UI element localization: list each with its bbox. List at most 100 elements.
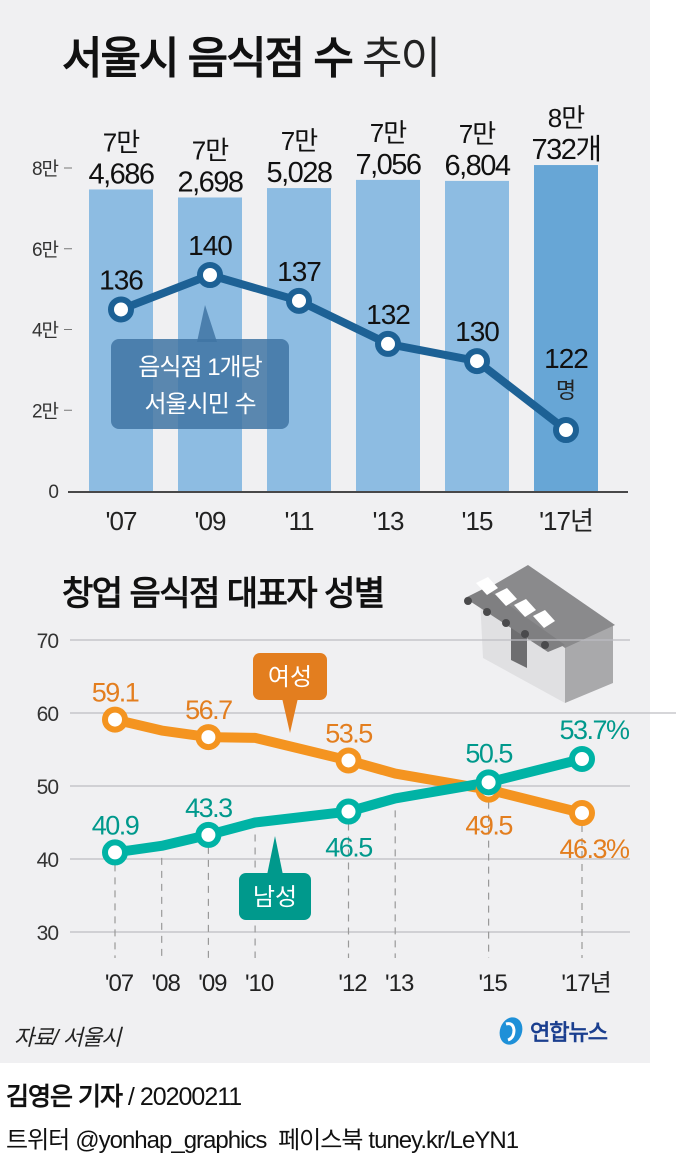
x-tick-label: '13 — [373, 506, 404, 536]
yonhap-logo: 연합뉴스 — [496, 1015, 608, 1047]
series-point-male — [335, 798, 362, 825]
y-tick-label: 60 — [37, 703, 59, 726]
annotation-box — [111, 339, 289, 429]
x-tick-label: '07 — [105, 970, 134, 997]
bar-value-label-line2: 2,698 — [177, 166, 242, 198]
x-tick-label: '08 — [152, 970, 181, 997]
series-value-label: 50.5 — [465, 738, 512, 768]
bar-chart: 02만4만6만8만7만4,686'077만2,698'097만5,028'117… — [32, 103, 628, 536]
series-point-female — [102, 706, 128, 733]
x-tick-label: '15 — [462, 506, 493, 536]
reporter-name: 김영은 기자 — [6, 1083, 123, 1111]
y-tick-label: 4만 — [32, 320, 59, 342]
chart2-title: 창업 음식점 대표자 성별 — [62, 575, 385, 613]
credit-line: 김영은 기자 / 20200211 — [6, 1077, 242, 1113]
overlay-line-point — [553, 417, 579, 443]
facebook-link[interactable]: tuney.kr/LeYN1 — [368, 1127, 519, 1154]
overlay-value-label: 137 — [277, 256, 321, 287]
overlay-value-label: 136 — [99, 264, 143, 295]
bar-value-label-line2: 4,686 — [88, 158, 153, 190]
overlay-unit-label: 명 — [556, 378, 576, 403]
x-tick-label: '11 — [285, 506, 314, 536]
male-callout-box — [239, 873, 311, 920]
bar — [445, 180, 509, 491]
overlay-line-path — [119, 271, 569, 434]
overlay-value-label: 122 — [544, 343, 588, 374]
bar-value-label-line1: 8만 — [548, 103, 584, 133]
credit-separator: / — [127, 1083, 135, 1111]
series-value-label: 43.3 — [185, 793, 232, 823]
bar-value-label-line1: 7만 — [459, 119, 495, 149]
bar-value-label-line2: 7,056 — [355, 149, 420, 181]
y-tick-label: 50 — [37, 776, 59, 799]
annotation-line2: 서울시민 수 — [144, 391, 255, 418]
y-tick-label: 40 — [37, 849, 59, 872]
series-point-male — [569, 745, 595, 772]
series-value-label: 46.3% — [559, 834, 630, 864]
female-callout-label: 여성 — [268, 664, 312, 691]
series-value-label: 56.7 — [185, 695, 232, 725]
twitter-handle[interactable]: @yonhap_graphics — [75, 1127, 267, 1154]
x-tick-label: '13 — [385, 970, 414, 997]
overlay-line-point — [286, 287, 312, 314]
facebook-label: 페이스북 — [278, 1127, 363, 1154]
series-point-male — [195, 821, 222, 848]
chart1-title-bold: 서울시 음식점 수 — [62, 34, 354, 83]
y-tick-label: 2만 — [32, 400, 59, 422]
overlay-line-point — [464, 348, 490, 375]
series-point-female — [569, 800, 595, 827]
overlay-value-label: 130 — [455, 316, 499, 347]
bar-value-label-line1: 7만 — [192, 135, 228, 165]
x-tick-label: '17년 — [539, 506, 593, 536]
overlay-line-point — [108, 296, 134, 323]
overlay-line-point — [197, 262, 223, 288]
series-point-male — [475, 769, 502, 796]
y-tick-label: 30 — [37, 922, 59, 945]
bar-value-label-line1: 7만 — [281, 126, 317, 156]
series-value-label: 53.5 — [325, 718, 372, 748]
x-tick-label: '15 — [478, 970, 507, 997]
female-callout-pointer — [282, 698, 298, 733]
y-tick-label: 8만 — [32, 158, 59, 180]
publish-date: 20200211 — [139, 1083, 242, 1111]
series-point-male — [102, 839, 128, 866]
series-value-label: 59.1 — [92, 678, 139, 708]
x-tick-label: '17년 — [561, 970, 610, 997]
series-value-label: 49.5 — [465, 811, 512, 841]
line-chart: 30 40 50 60 70 '07 '08 '09 '10 '12 '13 '15 '17년 59.1 5… — [37, 630, 676, 997]
x-tick-label: '12 — [338, 970, 367, 997]
overlay-value-label: 140 — [188, 230, 232, 261]
bar-value-label-line1: 7만 — [103, 127, 139, 157]
female-callout-box — [253, 653, 327, 700]
y-tick-label: 70 — [37, 630, 59, 653]
yonhap-logo-icon — [499, 1017, 523, 1045]
bar-value-label-line2: 6,804 — [444, 150, 510, 182]
series-value-label: 53.7% — [559, 715, 630, 745]
chart1-title: 서울시 음식점 수 추이 — [62, 22, 441, 86]
series-value-label: 46.5 — [325, 833, 372, 863]
bar-value-label-line2: 5,028 — [266, 157, 331, 189]
series-line-male — [114, 754, 584, 858]
male-callout-label: 남성 — [253, 884, 297, 911]
series-point-female — [195, 724, 222, 751]
bar-value-label-line1: 7만 — [370, 118, 406, 148]
series-value-label: 40.9 — [92, 810, 139, 840]
store-icon — [464, 565, 615, 703]
source-note: 자료/ 서울시 — [14, 1025, 121, 1050]
y-tick-label: 6만 — [32, 239, 59, 261]
x-tick-label: '07 — [106, 506, 137, 536]
overlay-value-label: 132 — [366, 299, 410, 330]
annotation-line1: 음식점 1개당 — [138, 354, 262, 381]
x-tick-label: '10 — [245, 970, 274, 997]
annotation-pointer — [197, 305, 217, 342]
chart1-title-light: 추이 — [362, 34, 441, 83]
x-tick-label: '09 — [195, 506, 226, 536]
social-line: 트위터 @yonhap_graphics 페이스북 tuney.kr/LeYN1 — [6, 1120, 524, 1155]
y-tick-label: 0 — [48, 482, 58, 503]
bar-value-label-line2: 732개 — [531, 134, 600, 166]
twitter-label: 트위터 — [6, 1127, 70, 1154]
x-tick-label: '09 — [198, 970, 227, 997]
series-point-female — [335, 747, 362, 774]
male-callout-pointer — [267, 836, 283, 875]
